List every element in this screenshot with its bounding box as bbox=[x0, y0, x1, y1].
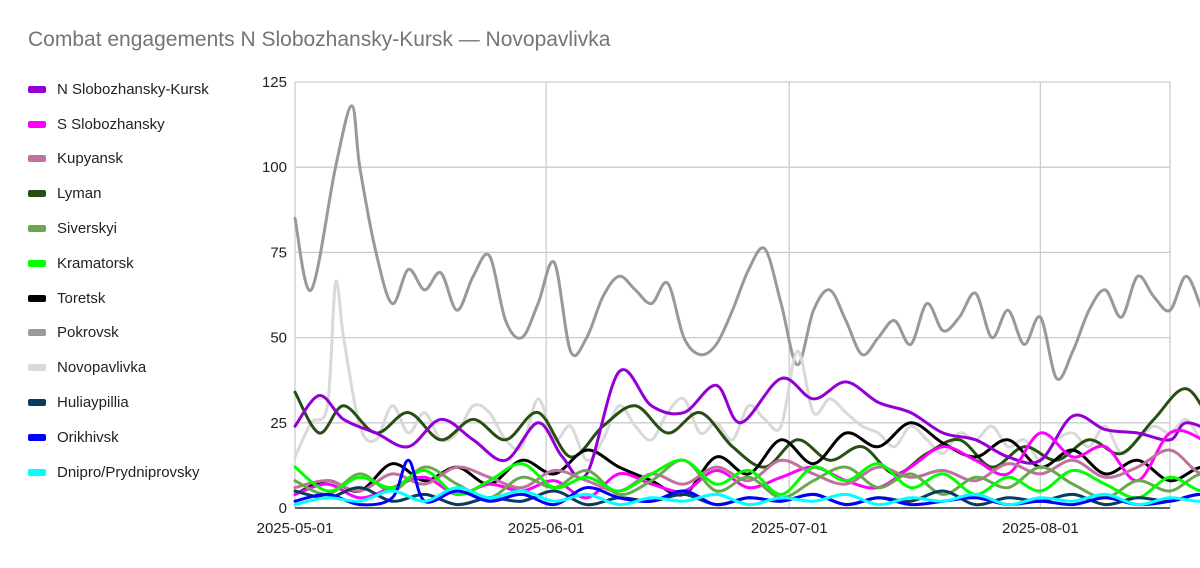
legend-label: Novopavlivka bbox=[57, 359, 147, 377]
legend-swatch bbox=[28, 155, 46, 163]
series-line-lyman bbox=[293, 387, 1200, 476]
series-line-kramatorsk bbox=[293, 458, 1200, 500]
legend-label: Lyman bbox=[57, 185, 102, 203]
legend-item[interactable]: Toretsk bbox=[28, 281, 243, 316]
legend-item[interactable]: Pokrovsk bbox=[28, 316, 243, 351]
legend-swatch bbox=[28, 85, 46, 93]
legend-swatch bbox=[28, 364, 46, 372]
series-line-dnipro-prydniprovsky bbox=[293, 486, 1200, 507]
legend-item[interactable]: Huliaypillia bbox=[28, 385, 243, 420]
legend-label: Huliaypillia bbox=[57, 394, 129, 412]
legend-item[interactable]: Kupyansk bbox=[28, 142, 243, 177]
legend-item[interactable]: Lyman bbox=[28, 176, 243, 211]
series-line-novopavlivka bbox=[293, 279, 1200, 462]
x-tick-label: 2025-07-01 bbox=[751, 520, 828, 537]
x-tick-label: 2025-05-01 bbox=[257, 520, 334, 537]
chart-title: Combat engagements N Slobozhansky-Kursk … bbox=[28, 28, 611, 51]
legend-label: Dnipro/Prydniprovsky bbox=[57, 463, 200, 481]
legend-label: Siverskyi bbox=[57, 220, 118, 238]
series-line-siverskyi bbox=[293, 458, 1200, 500]
legend-label: Toretsk bbox=[57, 289, 106, 307]
legend-swatch bbox=[28, 294, 46, 302]
series-line-toretsk bbox=[293, 421, 1200, 497]
legend-swatch bbox=[28, 259, 46, 267]
legend-label: Orikhivsk bbox=[57, 428, 119, 446]
y-tick-label: 100 bbox=[262, 159, 287, 176]
grid bbox=[294, 81, 1171, 509]
legend-item[interactable]: Siverskyi bbox=[28, 211, 243, 246]
x-tick-label: 2025-06-01 bbox=[508, 520, 585, 537]
legend-swatch bbox=[28, 120, 46, 128]
y-tick-label: 50 bbox=[270, 330, 287, 347]
legend-swatch bbox=[28, 399, 46, 407]
legend-label: Kramatorsk bbox=[57, 254, 134, 272]
legend-label: N Slobozhansky-Kursk bbox=[57, 80, 209, 98]
legend-item[interactable]: S Slobozhansky bbox=[28, 107, 243, 142]
axis-labels: 0 25 50 75 100 125 2025-05-01 2025-06-01 2025-07… bbox=[257, 74, 1079, 537]
legend-item[interactable]: N Slobozhansky-Kursk bbox=[28, 72, 243, 107]
legend-swatch bbox=[28, 225, 46, 233]
legend-item[interactable]: Kramatorsk bbox=[28, 246, 243, 281]
legend-label: S Slobozhansky bbox=[57, 115, 165, 133]
legend-item[interactable]: Dnipro/Prydniprovsky bbox=[28, 455, 243, 490]
series-line-s-slobozhansky bbox=[293, 428, 1200, 500]
legend-label: Kupyansk bbox=[57, 150, 123, 168]
series-line-orikhivsk bbox=[293, 458, 1200, 507]
y-tick-label: 75 bbox=[270, 244, 287, 261]
legend-swatch bbox=[28, 190, 46, 198]
series-line-pokrovsk bbox=[293, 104, 1200, 381]
legend-item[interactable]: Orikhivsk bbox=[28, 420, 243, 455]
series-line-kupyansk bbox=[293, 448, 1200, 493]
legend-swatch bbox=[28, 329, 46, 337]
legend-item[interactable]: Novopavlivka bbox=[28, 350, 243, 385]
legend-swatch bbox=[28, 433, 46, 441]
y-tick-label: 25 bbox=[270, 415, 287, 432]
legend-label: Pokrovsk bbox=[57, 324, 119, 342]
series-line-n-slobozhansky-kursk bbox=[293, 368, 1200, 480]
legend: N Slobozhansky-Kursk S Slobozhansky Kupyan… bbox=[28, 72, 243, 490]
y-tick-label: 0 bbox=[279, 500, 287, 517]
series-layer bbox=[293, 104, 1200, 507]
legend-swatch bbox=[28, 468, 46, 476]
x-tick-label: 2025-08-01 bbox=[1002, 520, 1079, 537]
y-tick-label: 125 bbox=[262, 74, 287, 91]
